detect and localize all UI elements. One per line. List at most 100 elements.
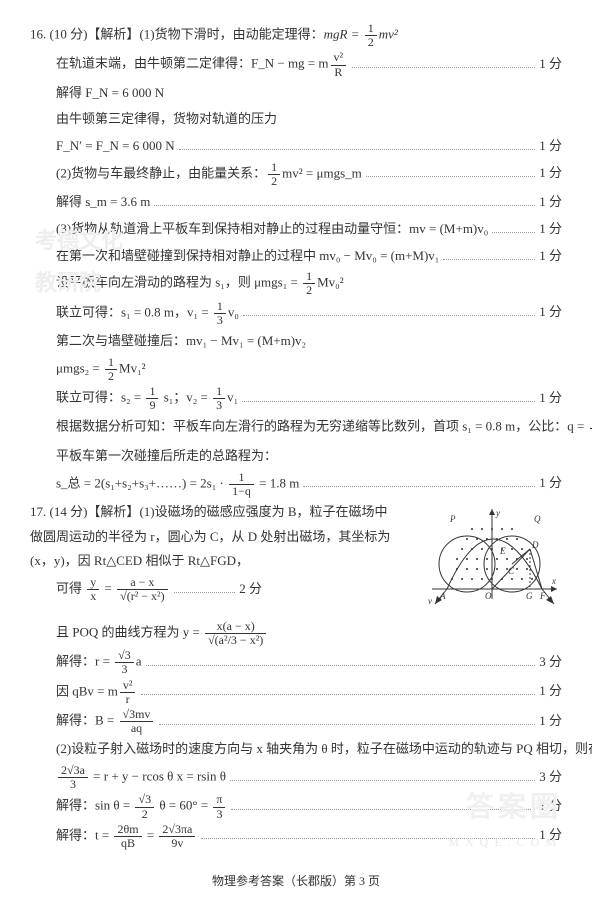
text: 联立可得：s₂ = xyxy=(56,390,144,405)
line: (2)设粒子射入磁场时的速度方向与 x 轴夹角为 θ 时，粒子在磁场中运动的轨迹… xyxy=(30,737,562,762)
score: 1 分 xyxy=(539,823,562,848)
fraction: √33 xyxy=(115,649,134,676)
q16-header: 16. (10 分)【解析】(1)货物下滑时，由动能定理得：mgR = 12mv… xyxy=(30,22,562,49)
score: 1 分 xyxy=(539,471,562,496)
dotted-leader xyxy=(231,808,535,810)
dotted-leader xyxy=(146,664,536,666)
text: = r + y − rcos θ x = rsin θ xyxy=(90,769,226,784)
line: 平板车第一次碰撞后所走的总路程为： xyxy=(30,444,562,469)
fraction: 12 xyxy=(303,270,315,297)
text: 由牛顿第三定律得，货物对轨道的压力 xyxy=(56,107,277,132)
line: 根据数据分析可知：平板车向左滑行的路程为无穷递缩等比数列，首项 s₁ = 0.8… xyxy=(30,414,562,441)
score: 1 分 xyxy=(539,709,562,734)
line: 在轨道末端，由牛顿第二定律得：F_N − mg = mv²R 1 分 xyxy=(30,51,562,78)
fraction: yx xyxy=(87,576,99,603)
fraction: 2√3a3 xyxy=(58,764,88,791)
label-Q: Q xyxy=(534,514,541,524)
dotted-leader xyxy=(201,837,535,839)
q-number: 17. xyxy=(30,504,46,519)
eq: Mv₀² xyxy=(317,275,344,290)
fraction: 12 xyxy=(365,22,377,49)
score: 1 分 xyxy=(539,679,562,704)
score: 1 分 xyxy=(539,190,562,215)
fraction: 19 xyxy=(146,385,158,412)
fraction: √32 xyxy=(135,793,154,820)
dotted-leader xyxy=(159,723,535,725)
eq: = xyxy=(101,581,115,596)
eq: v₀ xyxy=(228,304,239,319)
score: 3 分 xyxy=(539,765,562,790)
score: 1 分 xyxy=(539,244,562,269)
text: 在第一次和墙壁碰撞到保持相对静止的过程中 mv₀ − Mv₀ = (m+M)v₁ xyxy=(56,244,439,269)
text: 解得：sin θ = xyxy=(56,798,133,813)
line: 联立可得：s₁ = 0.8 m，v₁ = 13v₀ 1 分 xyxy=(30,300,562,327)
line: 解得 s_m = 3.6 m 1 分 xyxy=(30,190,562,215)
text: θ = 60° = xyxy=(156,798,211,813)
score: 1 分 xyxy=(539,300,562,325)
label-F: F xyxy=(539,591,546,601)
score: 3 分 xyxy=(539,650,562,675)
text: 解得：r = xyxy=(56,654,113,669)
text: 根据数据分析可知：平板车向左滑行的路程为无穷递缩等比数列，首项 s₁ = 0.8… xyxy=(56,419,588,434)
label-C: C xyxy=(508,566,515,576)
line: 在第一次和墙壁碰撞到保持相对静止的过程中 mv₀ − Mv₀ = (m+M)v₁… xyxy=(30,244,562,269)
q-number: 16. xyxy=(30,27,46,42)
label-P: P xyxy=(449,514,456,524)
text: 解得 F_N = 6 000 N xyxy=(56,81,164,106)
fraction: π3 xyxy=(213,793,225,820)
text: s₁；v₂ = xyxy=(160,390,211,405)
line: 且 POQ 的曲线方程为 y = x(a − x)√(a²/3 − x²) xyxy=(30,620,562,647)
text: 解得 s_m = 3.6 m xyxy=(56,190,150,215)
label-G: G xyxy=(526,591,533,601)
eq: = 1.8 m xyxy=(256,475,299,490)
fraction: 13 xyxy=(213,385,225,412)
eq: = xyxy=(144,827,158,842)
label-O: O xyxy=(485,591,492,601)
score: 1 分 xyxy=(539,217,562,242)
line: (3)货物从轨道滑上平板车到保持相对静止的过程由动量守恒：mv = (M+m)v… xyxy=(30,217,562,242)
dotted-leader xyxy=(242,400,535,402)
score: 1 分 xyxy=(539,386,562,411)
tag: 【解析】 xyxy=(87,27,139,42)
eq: v₁ xyxy=(227,390,238,405)
dotted-leader xyxy=(243,314,535,316)
fraction: v²r xyxy=(120,679,136,706)
line: 设平板车向左滑动的路程为 s₁，则 μmgs₁ = 12Mv₀² xyxy=(30,270,562,297)
line: 解得：r = √33a 3 分 xyxy=(30,649,562,676)
fraction: 13 xyxy=(214,300,226,327)
line: 2√3a3 = r + y − rcos θ x = rsin θ 3 分 xyxy=(30,764,562,791)
label-v: v xyxy=(428,596,432,606)
page-footer: 物理参考答案（长郡版）第 3 页 xyxy=(30,870,562,893)
line: 解得：B = √3mvaq 1 分 xyxy=(30,708,562,735)
line: 由牛顿第三定律得，货物对轨道的压力 xyxy=(30,107,562,132)
label-D: D xyxy=(531,540,539,550)
text: s_总 = 2(s₁+s₂+s₃+……) = 2s₁ · xyxy=(56,475,227,490)
text: 解得：t = xyxy=(56,827,112,842)
line: 解得：sin θ = √32 θ = 60° = π3 1 分 xyxy=(30,793,562,820)
text: (1)货物下滑时，由动能定理得： xyxy=(139,27,323,42)
text: 平板车第一次碰撞后所走的总路程为： xyxy=(56,444,277,469)
score: 1 分 xyxy=(539,794,562,819)
q-points: (14 分) xyxy=(50,504,88,519)
eq: mgR = xyxy=(324,27,363,42)
fraction: v²R xyxy=(331,51,347,78)
text: 解得：B = xyxy=(56,713,118,728)
dotted-leader xyxy=(443,258,535,260)
text: 第二次与墙壁碰撞后：mv₁ − Mv₁ = (M+m)v₂ xyxy=(56,329,306,354)
line: F_N′ = F_N = 6 000 N 1 分 xyxy=(30,134,562,159)
physics-diagram: P Q A O C E D G F y x v xyxy=(422,504,562,614)
dotted-leader xyxy=(179,148,536,150)
text: 因 qBv = m xyxy=(56,683,118,698)
label-A: A xyxy=(439,591,446,601)
eq: a xyxy=(136,654,142,669)
line: μmgs₂ = 12Mv₁² xyxy=(30,356,562,383)
score: 1 分 xyxy=(539,134,562,159)
text: 设平板车向左滑动的路程为 s₁，则 μmgs₁ = xyxy=(56,275,301,290)
text: 且 POQ 的曲线方程为 y = xyxy=(56,625,203,640)
text: μmgs₂ = xyxy=(56,360,103,375)
score: 1 分 xyxy=(539,161,562,186)
dotted-leader xyxy=(366,175,535,177)
eq: mv² xyxy=(379,27,398,42)
fraction: 12 xyxy=(105,356,117,383)
fraction: 12 xyxy=(268,161,280,188)
